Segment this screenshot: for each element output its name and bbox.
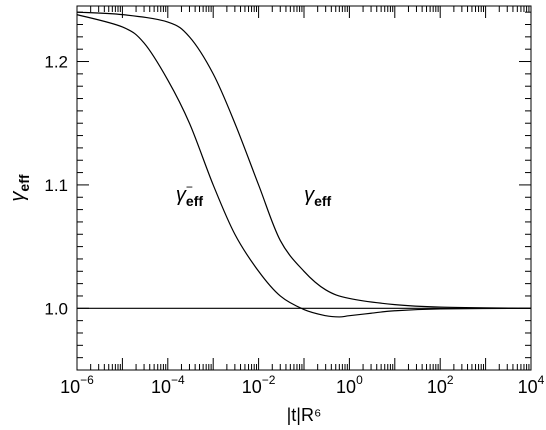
series-line-0 [76, 11, 532, 309]
x-tick-label-base: 10 [242, 377, 262, 397]
x-tick-label-base: 10 [518, 377, 538, 397]
x-tick-label-exponent: 4 [538, 373, 545, 387]
x-tick-label: 104 [518, 373, 545, 397]
series-label-sub: eff [186, 193, 203, 209]
y-axis-label-symbol: γ [7, 191, 29, 202]
x-tick-label-exponent: −4 [171, 373, 185, 387]
x-tick-label-exponent: 0 [356, 373, 363, 387]
x-tick-label-base: 10 [336, 377, 356, 397]
series-line-1 [76, 14, 532, 318]
series-label-symbol: γ [304, 184, 315, 206]
series-label-0: γeff [304, 184, 331, 209]
y-tick-label: 1.2 [44, 53, 68, 72]
x-axis-label: |t|R⁶ [287, 405, 322, 425]
y-axis-label-sub: eff [16, 174, 32, 191]
series-label-1: γ− eff [176, 180, 203, 209]
series-label-sup: − [186, 180, 193, 194]
y-tick-label: 1.0 [44, 299, 68, 318]
series-label-symbol: γ [176, 184, 187, 206]
x-tick-label-base: 10 [427, 377, 447, 397]
y-tick-label: 1.1 [44, 176, 68, 195]
x-tick-label: 10−4 [151, 373, 185, 397]
series-label-sub: eff [314, 193, 331, 209]
series-lines [76, 11, 532, 318]
x-tick-label-exponent: −6 [80, 373, 94, 387]
x-tick-label-base: 10 [151, 377, 171, 397]
tick-marks [76, 6, 532, 371]
x-tick-label: 100 [336, 373, 363, 397]
x-tick-label: 102 [427, 373, 454, 397]
y-axis-label: γeff [7, 174, 32, 201]
x-tick-label-exponent: −2 [262, 373, 276, 387]
x-tick-label-base: 10 [60, 377, 80, 397]
x-tick-label: 10−6 [60, 373, 94, 397]
x-tick-label-exponent: 2 [447, 373, 454, 387]
x-tick-label: 10−2 [242, 373, 276, 397]
